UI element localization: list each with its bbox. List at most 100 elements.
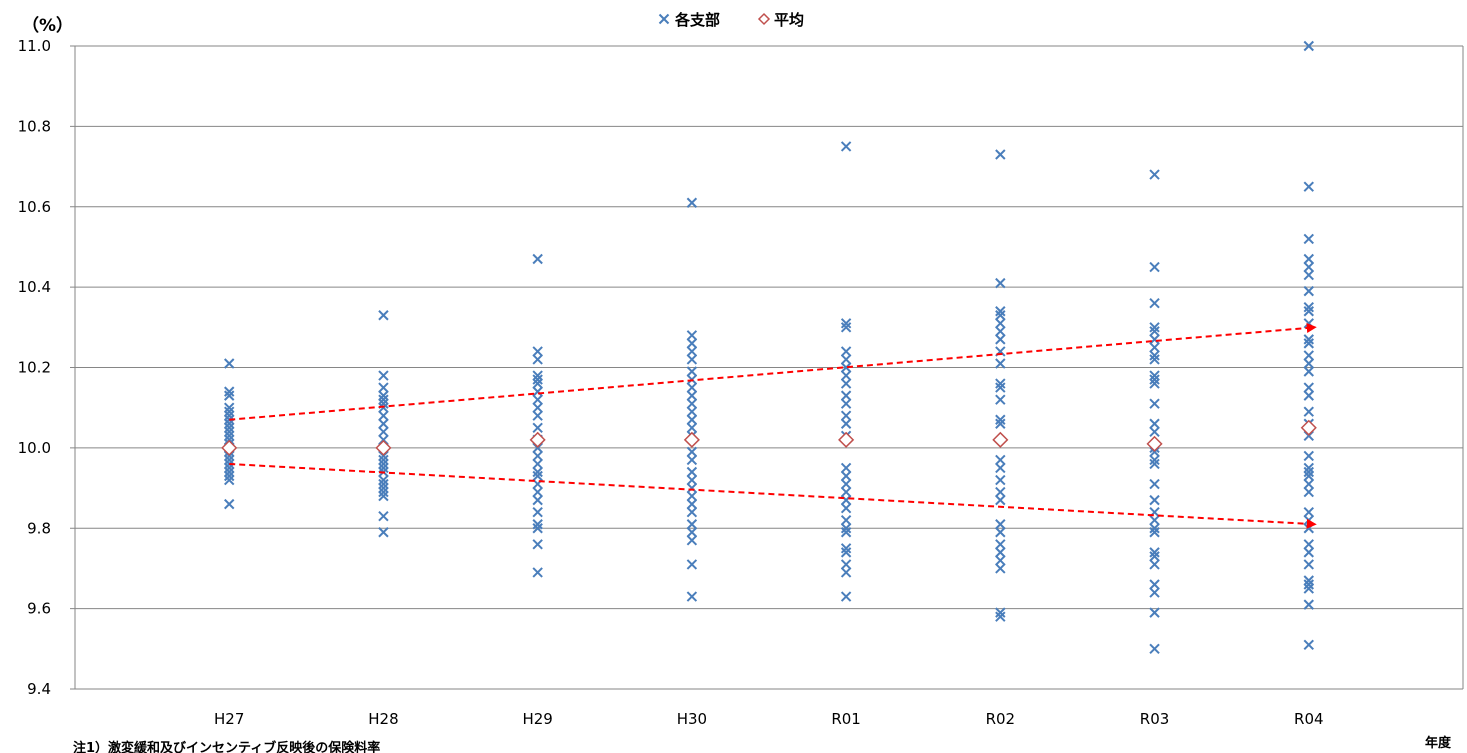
branch-point: [1303, 450, 1314, 462]
branch-point: [532, 253, 543, 265]
branch-point: [532, 470, 543, 482]
branch-point: [532, 458, 543, 470]
branch-point: [1149, 458, 1160, 470]
branch-point: [532, 410, 543, 421]
data-layer: [221, 40, 1317, 655]
branch-point: [378, 482, 389, 494]
branch-point: [224, 390, 235, 401]
average-point: [529, 431, 546, 448]
branch-point: [1303, 583, 1314, 594]
y-tick-label: 10.4: [18, 278, 51, 296]
branch-point: [995, 563, 1006, 574]
branch-point: [686, 422, 698, 433]
branch-point: [840, 502, 852, 514]
branch-point: [1303, 486, 1314, 498]
y-tick-label: 10.6: [18, 198, 51, 216]
branch-point: [1149, 587, 1160, 598]
branch-point: [532, 354, 543, 365]
branch-point: [995, 310, 1006, 321]
y-tick-label: 10.0: [18, 439, 51, 457]
x-tick-label-r02: R02: [986, 710, 1016, 728]
x-tick-label-h30: H30: [677, 710, 707, 728]
branch-point: [224, 386, 235, 397]
branch-point: [378, 454, 389, 466]
branch-point: [224, 402, 235, 413]
branch-point: [1303, 390, 1314, 401]
branch-point: [532, 567, 543, 578]
branch-point: [1149, 426, 1160, 438]
branch-point: [1149, 261, 1160, 273]
branch-point: [840, 462, 852, 474]
branch-point: [532, 402, 543, 413]
branch-point: [532, 519, 543, 530]
branch-point: [995, 318, 1006, 329]
branch-point: [686, 446, 698, 458]
branch-point: [995, 414, 1006, 425]
branch-point: [224, 422, 235, 433]
branch-point: [1303, 358, 1314, 369]
branch-point: [1303, 302, 1314, 313]
y-axis-unit-label: （%）: [22, 15, 73, 36]
branch-point: [1149, 478, 1160, 490]
branch-point: [532, 466, 543, 478]
x-tick-label-r03: R03: [1140, 710, 1170, 728]
branch-point: [995, 527, 1006, 538]
branch-point: [532, 523, 543, 534]
x-axis-title: 年度: [1425, 735, 1452, 751]
branch-point: [995, 382, 1006, 393]
branch-point: [224, 426, 235, 438]
branch-point: [995, 358, 1006, 369]
branch-point: [1303, 366, 1314, 377]
branch-point: [995, 454, 1006, 466]
branch-point: [532, 494, 543, 506]
average-point: [1300, 419, 1317, 436]
branch-point: [1149, 169, 1160, 180]
branch-point: [224, 406, 235, 417]
branch-point: [1149, 398, 1160, 409]
branch-point: [840, 486, 852, 498]
branch-point: [532, 539, 543, 550]
branch-point: [686, 490, 698, 502]
branch-point: [224, 430, 235, 442]
branch-point: [378, 402, 389, 413]
branch-point: [1149, 607, 1160, 618]
branch-point: [1303, 599, 1314, 610]
branch-point: [1149, 523, 1160, 534]
branch-point: [224, 498, 235, 510]
branch-point: [840, 418, 852, 429]
average-point: [221, 439, 238, 456]
branch-point: [686, 559, 698, 570]
branch-point: [378, 486, 389, 498]
branch-point: [1303, 559, 1314, 570]
branch-point: [840, 370, 852, 381]
branch-point: [840, 362, 852, 373]
branch-point: [1303, 466, 1314, 478]
branch-point: [224, 470, 235, 482]
branch-point: [686, 398, 698, 409]
branch-point: [686, 519, 698, 530]
branch-point: [995, 394, 1006, 405]
branch-point: [378, 426, 389, 438]
trend-arrow: [229, 462, 1317, 529]
branch-point: [532, 374, 543, 385]
branch-point: [532, 422, 543, 433]
branch-point: [686, 330, 698, 341]
branch-point: [840, 543, 852, 554]
branch-point: [1303, 350, 1314, 361]
branch-point: [1303, 382, 1314, 393]
branch-point: [1303, 269, 1314, 281]
branch-point: [840, 318, 852, 329]
branch-point: [1303, 639, 1314, 651]
branch-point: [686, 366, 698, 377]
branch-point: [378, 370, 389, 381]
branch-point: [1303, 506, 1314, 518]
branch-point: [1149, 547, 1160, 558]
branch-point: [1149, 494, 1160, 506]
branch-point: [840, 494, 852, 506]
branch-point: [686, 346, 698, 357]
legend-diamond-marker-icon: [757, 12, 771, 26]
branch-point: [378, 458, 389, 470]
legend-label-branches: 各支部: [674, 11, 720, 29]
branch-point: [995, 486, 1006, 498]
